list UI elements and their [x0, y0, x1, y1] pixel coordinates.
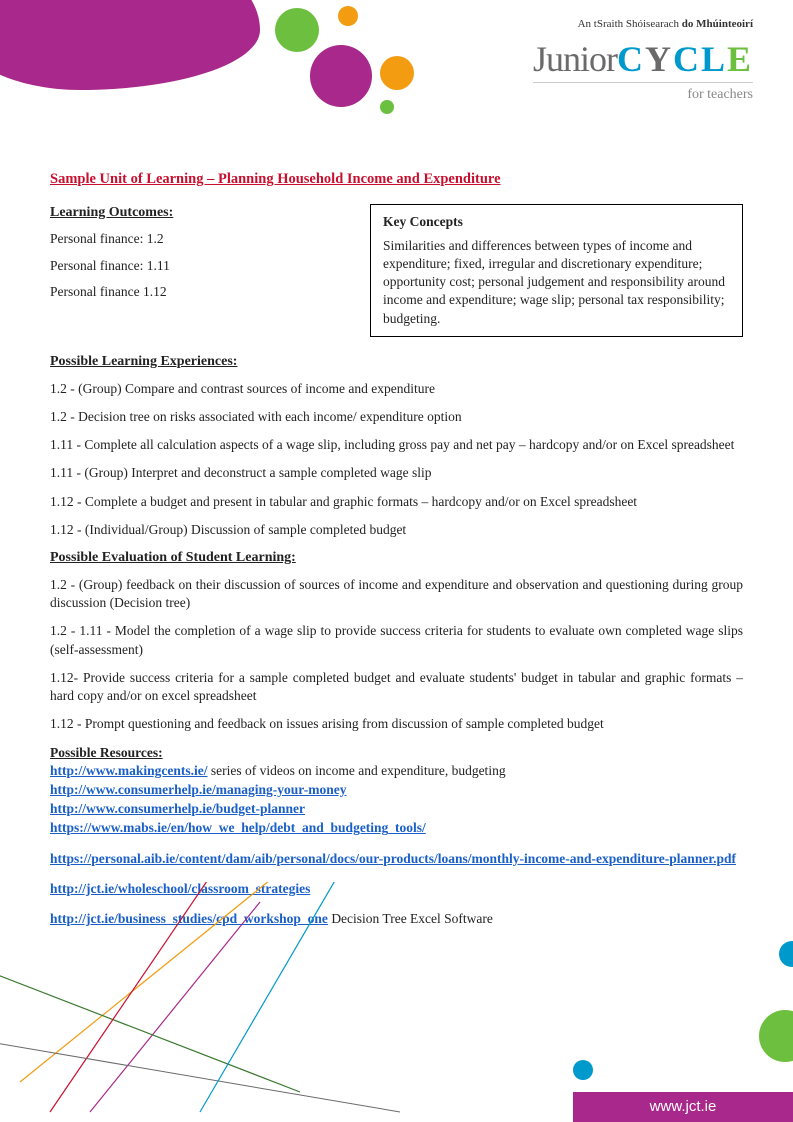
experience-item: 1.12 - (Individual/Group) Discussion of … [50, 521, 743, 539]
resource-tail: Decision Tree Excel Software [328, 911, 493, 926]
logo: JuniorCYCLE for teachers [533, 38, 753, 103]
dot-orange-2 [380, 56, 414, 90]
evaluation-item: 1.2 - (Group) feedback on their discussi… [50, 576, 743, 612]
resource-link[interactable]: https://personal.aib.ie/content/dam/aib/… [50, 851, 736, 866]
logo-main: JuniorCYCLE [533, 38, 753, 80]
outcome-item: Personal finance: 1.11 [50, 257, 350, 275]
two-col: Learning Outcomes: Personal finance: 1.2… [50, 204, 743, 337]
key-concepts-body: Similarities and differences between typ… [383, 237, 730, 328]
resource-line: http://www.makingcents.ie/ series of vid… [50, 762, 743, 780]
experience-item: 1.11 - Complete all calculation aspects … [50, 436, 743, 454]
evaluation-heading: Possible Evaluation of Student Learning: [50, 549, 743, 568]
dot-green-2 [380, 100, 394, 114]
dot-green-side [759, 1010, 793, 1062]
experience-item: 1.11 - (Group) Interpret and deconstruct… [50, 464, 743, 482]
resources-heading: Possible Resources: [50, 744, 743, 762]
key-concepts-heading: Key Concepts [383, 213, 730, 231]
resource-line: http://www.consumerhelp.ie/budget-planne… [50, 800, 743, 818]
outcome-item: Personal finance 1.12 [50, 283, 350, 301]
resource-block: https://personal.aib.ie/content/dam/aib/… [50, 850, 743, 868]
experience-item: 1.2 - Decision tree on risks associated … [50, 408, 743, 426]
top-blob [0, 0, 260, 90]
content-area: Sample Unit of Learning – Planning House… [50, 170, 743, 928]
outcome-item: Personal finance: 1.2 [50, 230, 350, 248]
page-title: Sample Unit of Learning – Planning House… [50, 170, 743, 190]
resource-block: http://jct.ie/business_studies/cpd_works… [50, 910, 743, 928]
evaluation-item: 1.12 - Prompt questioning and feedback o… [50, 715, 743, 733]
resource-lines: http://www.makingcents.ie/ series of vid… [50, 762, 743, 838]
logo-junior: Junior [533, 39, 617, 79]
resource-link[interactable]: http://jct.ie/business_studies/cpd_works… [50, 911, 328, 926]
resource-link[interactable]: http://www.makingcents.ie/ [50, 763, 208, 778]
resource-block: http://jct.ie/wholeschool/classroom_stra… [50, 880, 743, 898]
experiences-heading: Possible Learning Experiences: [50, 353, 743, 372]
dot-cyan-side [779, 941, 793, 967]
resource-link[interactable]: http://jct.ie/wholeschool/classroom_stra… [50, 881, 310, 896]
evaluation-item: 1.2 - 1.11 - Model the completion of a w… [50, 622, 743, 658]
dot-orange-1 [338, 6, 358, 26]
evaluation-item: 1.12- Provide success criteria for a sam… [50, 669, 743, 705]
resource-line: https://www.mabs.ie/en/how_we_help/debt_… [50, 819, 743, 837]
dot-cyan-bottom [573, 1060, 593, 1080]
resource-link[interactable]: https://www.mabs.ie/en/how_we_help/debt_… [50, 820, 426, 835]
key-concepts-box: Key Concepts Similarities and difference… [370, 204, 743, 337]
learning-outcomes: Learning Outcomes: Personal finance: 1.2… [50, 204, 350, 337]
tagline-pre: An tSraith Shóisearach [578, 18, 682, 30]
experience-item: 1.2 - (Group) Compare and contrast sourc… [50, 380, 743, 398]
tagline-post: do Mhúinteoirí [682, 18, 753, 30]
logo-sub: for teachers [533, 82, 753, 103]
dot-green-1 [275, 8, 319, 52]
resource-link[interactable]: http://www.consumerhelp.ie/budget-planne… [50, 801, 305, 816]
resource-blocks: https://personal.aib.ie/content/dam/aib/… [50, 850, 743, 929]
resource-link[interactable]: http://www.consumerhelp.ie/managing-your… [50, 782, 347, 797]
header-tagline: An tSraith Shóisearach do Mhúinteoirí [578, 18, 753, 30]
footer-bar: www.jct.ie [573, 1092, 793, 1122]
logo-cycle: CYCLE [617, 39, 753, 79]
experience-item: 1.12 - Complete a budget and present in … [50, 493, 743, 511]
footer-url[interactable]: www.jct.ie [650, 1098, 717, 1115]
resource-tail: series of videos on income and expenditu… [208, 763, 506, 778]
resource-line: http://www.consumerhelp.ie/managing-your… [50, 781, 743, 799]
outcomes-heading: Learning Outcomes: [50, 204, 350, 223]
dot-purple-1 [310, 45, 372, 107]
